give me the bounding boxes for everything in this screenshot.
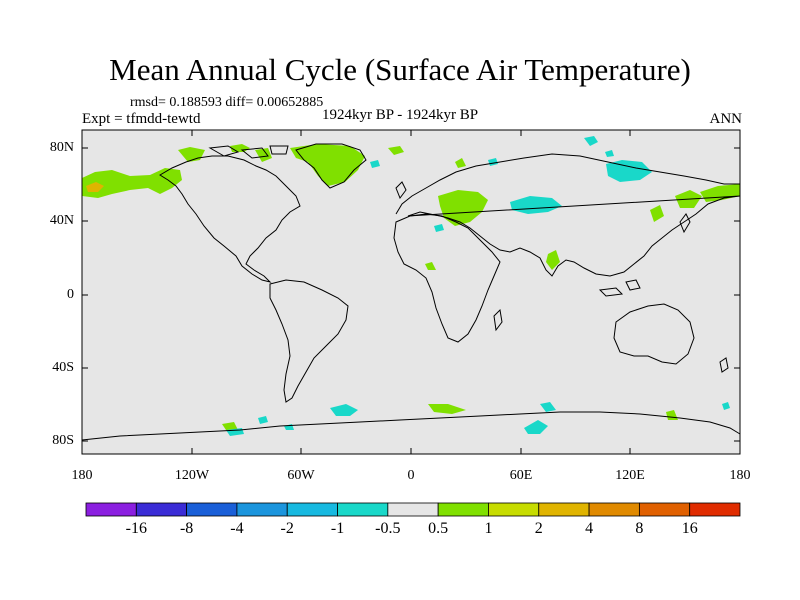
colorbar-label: 0.5 [428, 520, 449, 537]
anomaly-patch [255, 148, 272, 162]
colorbar-label: 1 [484, 520, 493, 537]
lon-tick-label: 0 [407, 468, 415, 483]
axis-ticks [81, 130, 741, 454]
colorbar-label: 8 [635, 520, 644, 537]
colorbar-swatch [85, 502, 137, 517]
anomaly-patch [82, 168, 182, 198]
anomaly-patch [434, 224, 444, 232]
anomaly-patch [425, 262, 436, 270]
anomaly-patch [330, 404, 358, 416]
colorbar-label: 4 [585, 520, 594, 537]
anomaly-patch [605, 150, 614, 157]
colorbar-label: 16 [681, 520, 698, 537]
anomaly-patch [370, 160, 380, 168]
colorbar-swatch [538, 502, 590, 517]
anomaly-patch [524, 420, 548, 434]
colorbar-label: -0.5 [375, 520, 401, 537]
map-title: Mean Annual Cycle (Surface Air Temperatu… [109, 52, 691, 87]
colorbar-swatch [588, 502, 640, 517]
anomaly-patch [86, 182, 104, 192]
colorbar-swatch [387, 502, 439, 517]
anomaly-patch [388, 146, 404, 155]
colorbar-label: -1 [330, 520, 345, 537]
colorbar-swatch [135, 502, 188, 517]
colorbar-label: -8 [179, 520, 194, 537]
colorbar-swatch [337, 502, 389, 517]
colorbar-swatch [286, 502, 338, 517]
lon-tick-label: 60W [287, 468, 315, 483]
anomaly-patch [722, 402, 730, 410]
lat-tick-label: 40N [49, 213, 74, 228]
lat-tick-label: 0 [67, 287, 74, 302]
colorbar-swatch [638, 502, 691, 517]
colorbar-swatch [437, 502, 489, 517]
colorbar-label: -16 [125, 520, 147, 537]
experiment-label: Expt = tfmdd-tewtd [82, 111, 201, 127]
colorbar-swatch [186, 502, 238, 517]
lon-tick-label: 180 [71, 468, 93, 483]
lon-tick-label: 120E [615, 468, 645, 483]
anomaly-patch [546, 250, 560, 270]
coastlines [81, 143, 741, 441]
anomaly-patch [455, 158, 466, 168]
anomaly-patch [584, 136, 598, 146]
anomaly-patch [540, 402, 556, 412]
colorbar-label: -2 [280, 520, 294, 537]
colorbar-swatch [689, 502, 741, 517]
season-label: ANN [709, 111, 743, 127]
lon-tick-label: 120W [174, 468, 210, 483]
anomaly-patch [222, 422, 238, 430]
anomaly-patch [606, 160, 652, 182]
colorbar-swatch [236, 502, 288, 517]
colorbar [85, 502, 741, 517]
map-panel [82, 130, 740, 454]
period-label: 1924kyr BP - 1924kyr BP [322, 107, 479, 123]
colorbar-label: -4 [230, 520, 244, 537]
anomaly-patch [428, 404, 466, 414]
colorbar-swatch [488, 502, 540, 517]
anomaly-patch [650, 205, 664, 222]
anomaly-patch [438, 190, 488, 226]
anomaly-patch [258, 416, 268, 424]
stats-line: rmsd= 0.188593 diff= 0.00652885 [130, 95, 324, 110]
anomaly-patch [290, 144, 365, 186]
lat-tick-label: 80N [49, 140, 74, 155]
lat-tick-label: 80S [52, 433, 74, 448]
lon-tick-label: 60E [509, 468, 533, 483]
lat-tick-label: 40S [52, 360, 74, 375]
lon-tick-label: 180 [729, 468, 751, 483]
colorbar-label: 2 [534, 520, 543, 537]
